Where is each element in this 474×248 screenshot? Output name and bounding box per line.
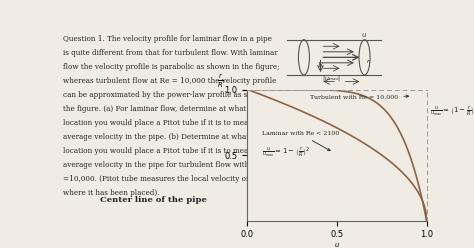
Text: the figure. (a) For laminar flow, determine at what radial: the figure. (a) For laminar flow, determ… (63, 105, 270, 113)
X-axis label: $\frac{u}{u_{max}}$: $\frac{u}{u_{max}}$ (328, 241, 346, 248)
Text: Center line of the pipe: Center line of the pipe (100, 196, 207, 204)
Text: Laminar with Re < 2100: Laminar with Re < 2100 (262, 131, 339, 151)
Text: whereas turbulent flow at Re = 10,000 the velocity profile: whereas turbulent flow at Re = 10,000 th… (63, 77, 276, 85)
Y-axis label: $\frac{r}{R}$: $\frac{r}{R}$ (217, 72, 224, 90)
Text: Turbulent with Re = 10,000: Turbulent with Re = 10,000 (310, 95, 409, 100)
Text: $|u_{max}|$: $|u_{max}|$ (322, 74, 341, 83)
Text: $\frac{u}{u_{max}} = 1-\left(\frac{r}{R}\right)^2$: $\frac{u}{u_{max}} = 1-\left(\frac{r}{R}… (262, 146, 310, 160)
Text: average velocity in the pipe for turbulent flow with Re: average velocity in the pipe for turbule… (63, 161, 261, 169)
Text: $r_i$: $r_i$ (365, 57, 372, 66)
Text: is quite different from that for turbulent flow. With laminar: is quite different from that for turbule… (63, 49, 278, 58)
Text: =10,000. (Pitot tube measures the local velocity of the point: =10,000. (Pitot tube measures the local … (63, 175, 283, 183)
Text: location you would place a Pitot tube if it is to measure the: location you would place a Pitot tube if… (63, 147, 278, 155)
Text: average velocity in the pipe. (b) Determine at what radial: average velocity in the pipe. (b) Determ… (63, 133, 273, 141)
Text: flow the velocity profile is parabolic as shown in the figure;: flow the velocity profile is parabolic a… (63, 63, 280, 71)
Text: $\frac{u}{u_{max}} = \left(1-\frac{r}{R}\right)^{1/s}$: $\frac{u}{u_{max}} = \left(1-\frac{r}{R}… (430, 104, 474, 119)
Text: where it has been placed).: where it has been placed). (63, 189, 160, 197)
Text: can be approximated by the power-law profile as shown in: can be approximated by the power-law pro… (63, 91, 276, 99)
Text: Question 1. The velocity profile for laminar flow in a pipe: Question 1. The velocity profile for lam… (63, 35, 272, 43)
Text: $u$: $u$ (361, 31, 367, 39)
Text: R: R (317, 61, 322, 69)
Text: location you would place a Pitot tube if it is to measure the: location you would place a Pitot tube if… (63, 119, 278, 127)
